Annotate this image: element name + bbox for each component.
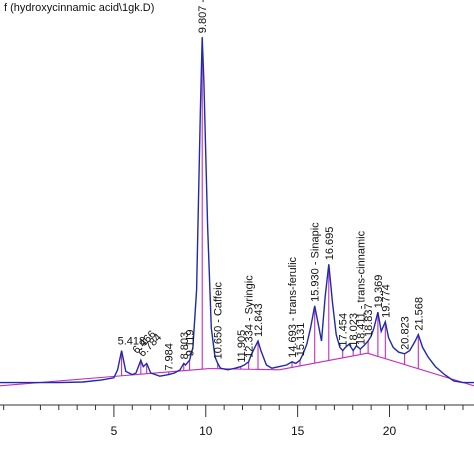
peak-label: 15.131 [295,323,307,357]
peak-label: 18.023 [348,313,360,347]
peak-label: 5.418 [118,336,146,348]
x-tick-label: 15 [291,424,305,438]
peak-label: 9.807 - Clorogenic [197,0,209,33]
peak-label: 17.454 [338,313,350,347]
peak-label: 15.930 - Sinapic [310,222,322,302]
x-tick-label: 20 [383,424,397,438]
peak-label: 8.803 [179,332,191,360]
chromatogram-trace [0,37,474,384]
integration-baseline [209,367,280,371]
peak-label: 14.693 - trans-ferulic [287,256,299,357]
peak-label: 12.843 [253,303,265,337]
integration-baseline [279,352,368,371]
x-tick-label: 10 [199,424,213,438]
peak-label: 19.369 [373,275,385,309]
peak-label: 10.650 - Caffeic [213,281,225,359]
peak-label: 16.695 [324,227,336,261]
peak-label: 7.984 [164,343,176,371]
peak-label: 18.411 - trans-cinnamic [355,230,367,345]
peak-label: 21.568 [413,297,425,331]
peak-label: 12.334 - Syringic [244,275,256,358]
peak-label: 20.823 [400,316,412,350]
peak-label: 9.119 [185,330,197,357]
integration-baseline [367,352,474,387]
x-axis: 5 10 15 20 [0,404,474,438]
trace-layer [0,37,474,387]
x-tick-label: 5 [111,424,118,438]
chart-title: f (hydroxycinnamic acid\1gk.D) [4,2,154,14]
peak-label: 18.837 [363,303,375,337]
peak-label: 19.774 [380,284,392,318]
peak-label: 11.905 [236,330,248,363]
